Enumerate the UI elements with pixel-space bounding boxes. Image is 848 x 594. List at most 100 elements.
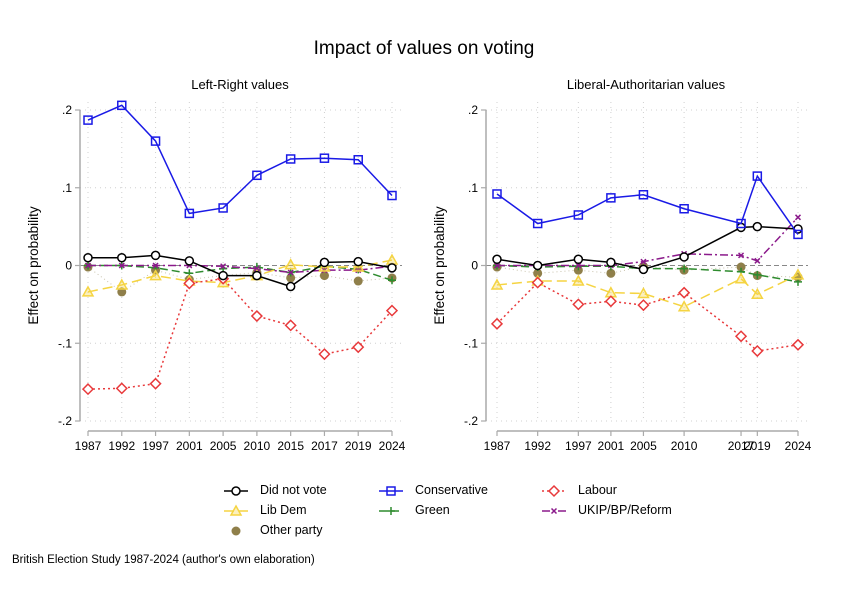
data-point-dnv: [218, 270, 228, 281]
data-point-con: [606, 193, 616, 203]
legend-item-grn: Green: [377, 503, 537, 521]
series-grn: [84, 261, 396, 285]
data-point-con: [573, 210, 584, 220]
legend-label: Green: [415, 503, 450, 517]
data-point-con: [184, 208, 195, 219]
legend-label: Other party: [260, 523, 323, 537]
data-point-ld: [115, 278, 129, 290]
legend-label: Did not vote: [260, 483, 327, 497]
data-point-ukip: [575, 262, 582, 269]
series-ukip: [84, 262, 396, 276]
series-line-lab: [496, 281, 799, 352]
data-point-con: [492, 189, 502, 199]
series-con: [492, 171, 803, 240]
data-point-ld: [637, 286, 650, 299]
data-point-lab: [115, 382, 128, 395]
data-point-con: [319, 153, 330, 163]
legend-key-ukip: [542, 507, 566, 515]
data-point-lab: [531, 276, 544, 289]
legend-marker-icon: [231, 486, 241, 496]
data-point-ukip: [321, 267, 328, 274]
data-point-ld: [81, 285, 95, 297]
legend-item-ukip: UKIP/BP/Reform: [540, 503, 700, 521]
data-point-ld: [284, 258, 297, 270]
y-tick-label: 0: [471, 259, 478, 273]
legend-label: Lib Dem: [260, 503, 307, 517]
data-point-ld: [734, 272, 748, 284]
data-point-ld: [572, 274, 585, 286]
x-tick-label: 2001: [598, 439, 625, 453]
panel-title-liberal-authoritarian: Liberal-Authoritarian values: [566, 77, 726, 92]
series-line-oth: [87, 266, 393, 293]
data-point-dnv: [285, 281, 296, 292]
data-point-dnv: [184, 256, 195, 266]
data-point-con: [387, 190, 397, 201]
x-tick-label: 2017: [728, 439, 755, 453]
series-dnv: [492, 221, 803, 275]
data-point-lab: [751, 344, 764, 358]
legend-label: Labour: [578, 483, 617, 497]
data-point-ukip: [253, 265, 260, 272]
data-point-dnv: [83, 252, 93, 263]
data-point-ukip: [152, 262, 159, 269]
data-point-con: [117, 100, 127, 111]
legend-item-ld: Lib Dem: [222, 503, 382, 521]
legend-key-dnv: [224, 486, 248, 496]
data-point-grn: [388, 276, 396, 285]
panel-title-left-right: Left-Right values: [191, 77, 289, 92]
legend-item-dnv: Did not vote: [222, 483, 382, 501]
data-point-lab: [318, 348, 331, 361]
data-point-con: [736, 218, 746, 229]
legend-item-con: Conservative: [377, 483, 537, 501]
series-line-dnv: [496, 225, 799, 271]
data-point-con: [150, 136, 161, 146]
x-tick-label: 1997: [142, 439, 169, 453]
x-tick-label: 1987: [75, 439, 102, 453]
data-point-lab: [734, 330, 748, 343]
series-line-con: [496, 174, 799, 235]
series-line-ld: [87, 259, 393, 293]
data-point-lab: [490, 317, 504, 330]
series-lab: [490, 276, 805, 358]
data-point-dnv: [532, 260, 543, 271]
legend-marker-icon: [387, 507, 395, 515]
data-point-lab: [385, 304, 399, 317]
legend-key-lab: [542, 484, 566, 498]
data-point-ld: [351, 260, 365, 272]
data-point-con: [353, 155, 363, 165]
data-point-ukip: [754, 257, 761, 264]
series-line-grn: [88, 264, 393, 281]
y-tick-label: .2: [62, 103, 72, 117]
data-point-dnv: [252, 270, 262, 281]
data-point-lab: [572, 298, 585, 311]
data-point-lab: [81, 383, 95, 396]
x-tick-label: 2005: [210, 439, 237, 453]
data-point-con: [83, 115, 93, 125]
data-point-con: [793, 229, 803, 240]
data-point-con: [218, 203, 228, 213]
data-point-dnv: [573, 254, 584, 265]
y-tick-label: .1: [62, 181, 72, 195]
data-point-lab: [352, 341, 365, 354]
series-line-dnv: [88, 254, 393, 288]
x-tick-label: 2005: [630, 439, 657, 453]
data-point-ukip: [220, 263, 227, 270]
data-point-ld: [149, 269, 162, 281]
x-tick-label: 1992: [524, 439, 551, 453]
data-point-lab: [678, 286, 691, 299]
legend-label: UKIP/BP/Reform: [578, 503, 672, 517]
data-point-ukip: [640, 258, 647, 265]
data-point-oth: [736, 262, 746, 272]
data-point-lab: [604, 295, 617, 308]
data-point-oth: [286, 273, 296, 283]
x-tick-label: 2017: [311, 439, 338, 453]
x-tick-label: 2010: [244, 439, 271, 453]
x-tick-label: 2019: [744, 439, 771, 453]
data-point-con: [752, 171, 763, 181]
legend-item-oth: Other party: [222, 523, 382, 541]
y-axis-label: Effect on probability: [432, 206, 447, 325]
data-point-dnv: [150, 250, 161, 261]
data-point-lab: [284, 319, 297, 332]
data-point-ld: [677, 300, 691, 312]
